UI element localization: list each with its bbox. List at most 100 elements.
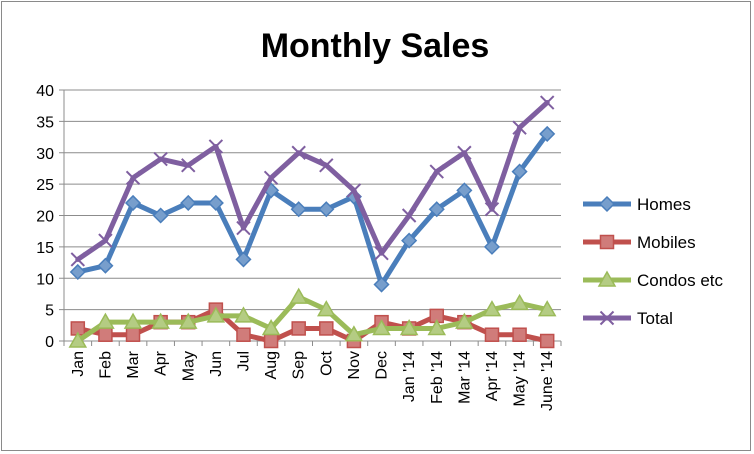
y-tick-label: 20 [36, 209, 54, 226]
x-tick-label: Jul [235, 351, 252, 371]
series-line-condos-etc [75, 294, 550, 344]
data-point-total [208, 139, 224, 154]
legend-marker [597, 270, 617, 287]
data-point-homes [207, 194, 224, 212]
x-tick-label: Aug [263, 351, 280, 379]
data-point-condos-etc [344, 325, 364, 342]
data-point-homes [124, 194, 142, 212]
x-tick-label: Sep [291, 351, 308, 380]
series-condos-etc [68, 287, 557, 348]
data-point-mobiles [512, 327, 527, 342]
data-point-total [125, 170, 141, 186]
y-tick-label: 0 [45, 334, 54, 351]
data-point-condos-etc [123, 312, 143, 329]
legend-label: Condos etc [637, 271, 723, 290]
data-point-total [401, 208, 417, 223]
legend-item-homes: Homes [583, 195, 691, 214]
legend-item-condos-etc: Condos etc [583, 270, 723, 290]
x-tick-label: Oct [318, 350, 335, 375]
x-tick-label: Dec [374, 351, 391, 379]
data-point-condos-etc [510, 293, 529, 311]
axes [59, 89, 562, 346]
gridlines [64, 89, 561, 311]
series-total [70, 95, 555, 267]
data-point-total [512, 120, 527, 135]
data-point-condos-etc [455, 312, 474, 329]
x-tick-label: Jun [208, 351, 225, 377]
x-tick-label: Feb [97, 351, 114, 379]
data-point-condos-etc [96, 312, 115, 329]
data-point-total [70, 252, 86, 267]
data-point-mobiles [98, 327, 113, 342]
series-line-total [75, 100, 550, 262]
y-tick-label: 40 [36, 83, 54, 100]
data-point-total [539, 95, 555, 110]
x-tick-label: Apr '14 [484, 351, 501, 401]
data-point-condos-etc [68, 331, 88, 348]
data-point-homes [373, 276, 390, 293]
data-point-condos-etc [178, 312, 198, 329]
data-point-homes [539, 125, 556, 142]
data-point-mobiles [539, 333, 555, 349]
legend-marker [598, 195, 616, 213]
y-tick-label: 5 [45, 303, 54, 320]
legend-item-mobiles: Mobiles [583, 233, 696, 252]
data-point-homes [428, 201, 445, 218]
data-point-total [153, 151, 168, 167]
x-tick-label: June '14 [539, 351, 556, 411]
data-point-total [291, 145, 306, 160]
data-point-total [181, 158, 196, 173]
x-tick-label: Apr [153, 350, 170, 376]
data-point-mobiles [263, 333, 279, 349]
chart-title: Monthly Sales [261, 27, 490, 65]
x-tick-label: Jan '14 [401, 351, 418, 402]
data-point-homes [152, 207, 169, 224]
data-point-condos-etc [261, 318, 281, 336]
data-point-mobiles [236, 327, 251, 342]
data-point-homes [511, 163, 528, 180]
data-point-homes [290, 201, 307, 218]
x-tick-label: Mar '14 [456, 351, 473, 404]
y-tick-label: 35 [36, 114, 54, 131]
data-point-homes [318, 201, 335, 218]
data-point-total [98, 233, 113, 248]
legend-label: Mobiles [637, 233, 696, 252]
data-point-total [236, 220, 251, 236]
x-tick-label: Nov [346, 351, 363, 379]
x-tick-label: Jan [70, 351, 87, 377]
data-point-total [374, 245, 389, 261]
data-point-mobiles [319, 321, 334, 336]
series-group [68, 95, 557, 349]
data-point-total [319, 158, 334, 173]
y-tick-label: 10 [36, 271, 54, 288]
data-point-condos-etc [372, 318, 391, 336]
legend: Homes Mobiles Condos etc Total [583, 195, 723, 328]
data-point-condos-etc [537, 300, 557, 317]
data-point-total [429, 164, 444, 179]
x-tick-label: Mar [125, 350, 142, 378]
legend-marker [599, 310, 615, 326]
data-point-total [263, 170, 279, 186]
data-point-mobiles [291, 321, 306, 336]
data-point-homes [483, 238, 501, 255]
y-tick-labels: 0 5 10 15 20 25 30 35 40 [36, 83, 54, 351]
data-point-homes [235, 251, 252, 268]
legend-marker [599, 234, 615, 250]
data-point-condos-etc [399, 318, 419, 336]
data-point-total [346, 183, 362, 198]
legend-label: Homes [637, 195, 691, 214]
data-point-condos-etc [482, 300, 502, 317]
legend-label: Total [637, 309, 673, 328]
x-tick-labels: Jan Feb Mar Apr May Jun Jul Aug Sep Oct Nov Dec Jan … [70, 350, 556, 411]
x-tick-label: May [180, 351, 197, 381]
data-point-homes [401, 232, 418, 249]
y-tick-label: 25 [36, 177, 54, 194]
data-point-homes [97, 257, 114, 274]
series-homes [69, 125, 556, 293]
data-point-mobiles [484, 327, 500, 342]
data-point-total [484, 202, 500, 217]
data-point-total [457, 145, 472, 160]
data-point-condos-etc [206, 306, 226, 323]
